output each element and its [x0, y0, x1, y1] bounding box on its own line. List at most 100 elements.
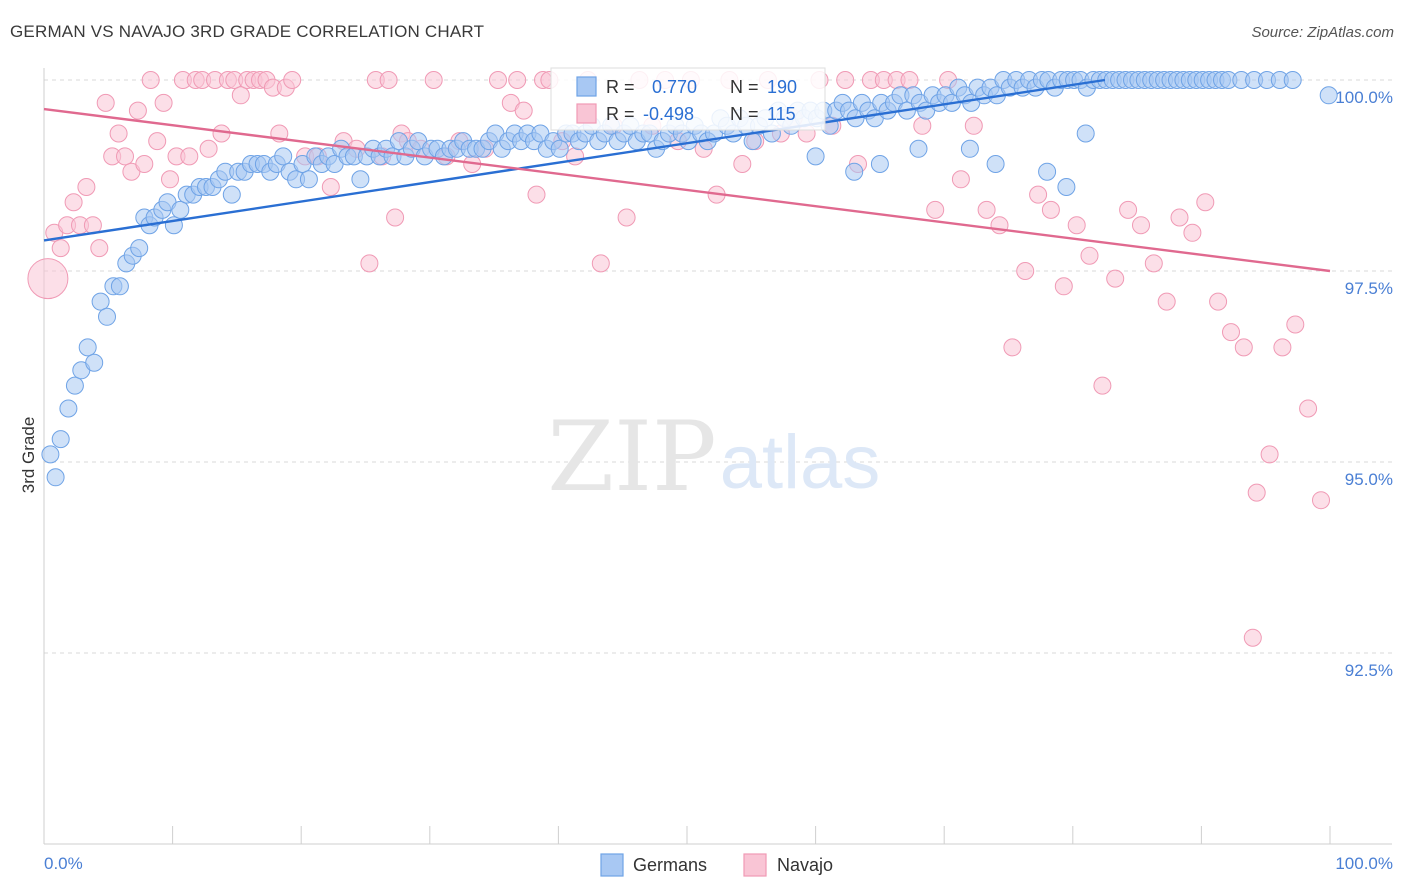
navajo-point	[283, 71, 302, 89]
chart-source: Source: ZipAtlas.com	[1251, 24, 1394, 41]
navajo-n-label: N =	[730, 104, 759, 124]
german-point	[960, 139, 979, 158]
navajo-point	[1243, 628, 1262, 647]
navajo-point	[836, 71, 855, 89]
navajo-point	[1260, 445, 1279, 464]
german-r-label: R =	[606, 77, 635, 97]
navajo-point	[199, 139, 218, 158]
chart-title: GERMAN VS NAVAJO 3RD GRADE CORRELATION C…	[10, 22, 485, 41]
german-point	[1038, 162, 1057, 181]
navajo-point	[64, 193, 83, 212]
navajo-r-value: -0.498	[643, 104, 694, 124]
navajo-point	[1041, 200, 1060, 219]
navajo-point	[733, 155, 752, 173]
navajo-point	[1106, 269, 1125, 288]
y-tick-label: 100.0%	[1335, 88, 1393, 107]
navajo-point	[508, 71, 527, 89]
navajo-point	[1170, 208, 1189, 227]
german-point	[1076, 124, 1095, 143]
legend-navajo-swatch	[743, 853, 767, 877]
legend-navajo-label: Navajo	[777, 855, 833, 875]
navajo-point	[900, 71, 919, 89]
stats-legend: R = 0.770 N = 190 R = -0.498 N = 115	[550, 67, 826, 131]
navajo-point	[1312, 491, 1330, 510]
german-point	[806, 147, 825, 166]
x-tick-label-start: 0.0%	[44, 854, 83, 873]
navajo-point	[51, 239, 70, 258]
german-point	[91, 292, 110, 311]
navajo-point	[566, 147, 585, 166]
navajo-point	[154, 93, 173, 112]
german-point	[299, 170, 318, 189]
german-point	[222, 185, 241, 204]
navajo-point	[27, 258, 69, 300]
navajo-point	[77, 178, 96, 196]
navajo-point	[96, 93, 115, 112]
german-points	[41, 71, 1338, 487]
navajo-point	[1016, 262, 1035, 280]
navajo-point	[514, 101, 533, 120]
navajo-point	[1273, 338, 1292, 357]
german-point	[1283, 71, 1302, 89]
navajo-point	[964, 116, 983, 135]
navajo-point	[135, 155, 154, 173]
navajo-point	[527, 185, 546, 204]
german-point	[870, 155, 889, 173]
navajo-point	[1144, 254, 1163, 273]
navajo-point	[1209, 292, 1228, 311]
bottom-legend: Germans Navajo	[600, 853, 833, 877]
navajo-point	[212, 124, 231, 143]
german-point	[130, 239, 149, 258]
navajo-points	[27, 71, 1330, 647]
navajo-r-label: R =	[606, 104, 635, 124]
navajo-point	[386, 208, 405, 227]
navajo-trend-line	[43, 107, 1331, 273]
navajo-point	[180, 147, 199, 166]
german-point	[78, 338, 97, 357]
german-point	[171, 200, 190, 219]
german-point	[986, 155, 1005, 173]
german-point	[1057, 178, 1076, 196]
navajo-point	[1222, 323, 1240, 342]
y-axis-title: 3rd Grade	[19, 417, 38, 494]
german-n-value: 190	[767, 77, 797, 97]
navajo-swatch	[576, 103, 597, 124]
navajo-point	[591, 254, 610, 273]
german-point	[46, 468, 65, 487]
german-point	[550, 139, 569, 158]
x-tick-label-end: 100.0%	[1335, 854, 1393, 873]
german-point	[909, 139, 928, 158]
navajo-point	[379, 71, 398, 89]
navajo-point	[1247, 483, 1266, 502]
german-swatch	[576, 76, 597, 97]
navajo-point	[141, 71, 160, 89]
legend-germans-swatch	[600, 853, 624, 877]
navajo-point	[116, 147, 134, 166]
navajo-point	[951, 170, 970, 189]
german-point	[274, 147, 293, 166]
legend-germans-label: Germans	[633, 855, 707, 875]
navajo-point	[148, 132, 167, 151]
navajo-point	[1119, 200, 1138, 219]
navajo-point	[1286, 315, 1305, 334]
navajo-point	[90, 239, 109, 258]
y-tick-label: 92.5%	[1345, 661, 1393, 680]
navajo-point	[360, 254, 379, 273]
navajo-point	[231, 86, 250, 105]
german-point	[351, 170, 370, 189]
navajo-point	[1080, 246, 1099, 265]
navajo-point	[926, 200, 945, 219]
german-point	[59, 399, 78, 418]
navajo-point	[424, 71, 443, 89]
watermark-zip: ZIP	[547, 401, 716, 513]
trend-lines	[43, 78, 1331, 273]
german-point	[1319, 86, 1338, 105]
navajo-point	[1003, 338, 1022, 357]
axis-layer: 100.0% 97.5% 95.0% 92.5% 0.0% 100.0%	[43, 68, 1393, 873]
navajo-n-value: 115	[767, 104, 796, 124]
navajo-point	[1054, 277, 1073, 296]
navajo-point	[913, 116, 932, 135]
navajo-point	[1299, 399, 1318, 418]
watermark: ZIP atlas	[547, 401, 880, 513]
